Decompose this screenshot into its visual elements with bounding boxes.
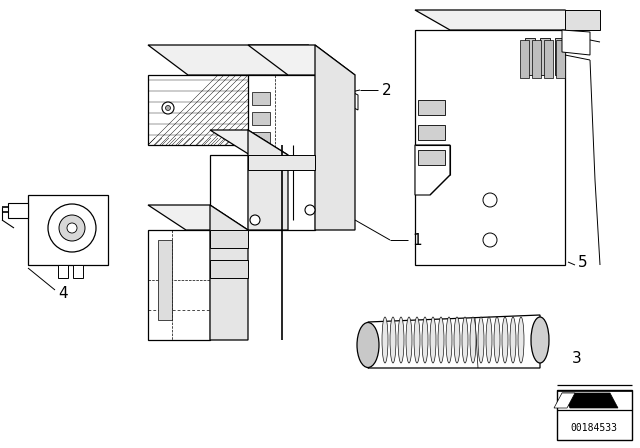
Polygon shape xyxy=(368,315,540,368)
Polygon shape xyxy=(556,40,565,78)
Ellipse shape xyxy=(438,317,444,363)
Polygon shape xyxy=(540,38,550,75)
Circle shape xyxy=(483,193,497,207)
Polygon shape xyxy=(415,145,450,195)
Ellipse shape xyxy=(462,317,468,363)
Polygon shape xyxy=(520,40,529,78)
Polygon shape xyxy=(210,155,248,230)
Polygon shape xyxy=(73,265,83,278)
Circle shape xyxy=(250,215,260,225)
Circle shape xyxy=(67,223,77,233)
Polygon shape xyxy=(248,45,355,75)
Ellipse shape xyxy=(430,317,436,363)
Polygon shape xyxy=(248,130,288,230)
Polygon shape xyxy=(532,40,541,78)
Ellipse shape xyxy=(531,317,549,363)
Text: 4: 4 xyxy=(58,285,68,301)
Polygon shape xyxy=(148,75,308,145)
Text: 2: 2 xyxy=(382,82,392,98)
Polygon shape xyxy=(348,90,358,110)
Polygon shape xyxy=(418,100,445,115)
Polygon shape xyxy=(565,10,600,30)
Polygon shape xyxy=(28,195,108,265)
Text: 3: 3 xyxy=(572,350,582,366)
Polygon shape xyxy=(158,240,172,320)
Ellipse shape xyxy=(406,317,412,363)
Polygon shape xyxy=(418,150,445,165)
Ellipse shape xyxy=(510,317,516,363)
Polygon shape xyxy=(148,230,210,340)
Circle shape xyxy=(59,215,85,241)
Circle shape xyxy=(166,105,170,111)
Ellipse shape xyxy=(454,317,460,363)
Polygon shape xyxy=(148,205,248,230)
Ellipse shape xyxy=(494,317,500,363)
Ellipse shape xyxy=(502,317,508,363)
Polygon shape xyxy=(544,40,553,78)
Polygon shape xyxy=(252,152,270,165)
Ellipse shape xyxy=(357,323,379,367)
Polygon shape xyxy=(554,393,575,408)
Ellipse shape xyxy=(486,317,492,363)
Polygon shape xyxy=(308,45,348,145)
Text: 1: 1 xyxy=(412,233,422,247)
Polygon shape xyxy=(252,92,270,105)
Polygon shape xyxy=(248,155,315,170)
Polygon shape xyxy=(525,38,535,75)
Polygon shape xyxy=(415,30,565,265)
Circle shape xyxy=(305,205,315,215)
Polygon shape xyxy=(58,265,68,278)
Polygon shape xyxy=(210,260,248,278)
Ellipse shape xyxy=(390,317,396,363)
Polygon shape xyxy=(210,230,248,248)
Circle shape xyxy=(48,204,96,252)
Polygon shape xyxy=(555,38,565,75)
Polygon shape xyxy=(210,130,288,155)
Polygon shape xyxy=(304,88,318,110)
Polygon shape xyxy=(252,132,270,145)
Polygon shape xyxy=(148,45,348,75)
Text: 00184533: 00184533 xyxy=(570,423,618,433)
Text: 5: 5 xyxy=(578,254,588,270)
Ellipse shape xyxy=(518,317,524,363)
Polygon shape xyxy=(8,203,28,218)
Circle shape xyxy=(483,233,497,247)
Polygon shape xyxy=(418,125,445,140)
Polygon shape xyxy=(557,390,632,440)
Polygon shape xyxy=(562,30,590,55)
Polygon shape xyxy=(210,205,248,340)
Polygon shape xyxy=(252,112,270,125)
Ellipse shape xyxy=(422,317,428,363)
Polygon shape xyxy=(415,10,600,30)
Polygon shape xyxy=(248,75,315,230)
Polygon shape xyxy=(315,45,355,230)
Ellipse shape xyxy=(398,317,404,363)
Ellipse shape xyxy=(382,317,388,363)
Polygon shape xyxy=(562,393,618,408)
Ellipse shape xyxy=(470,317,476,363)
Ellipse shape xyxy=(446,317,452,363)
Ellipse shape xyxy=(414,317,420,363)
Ellipse shape xyxy=(478,317,484,363)
Circle shape xyxy=(162,102,174,114)
